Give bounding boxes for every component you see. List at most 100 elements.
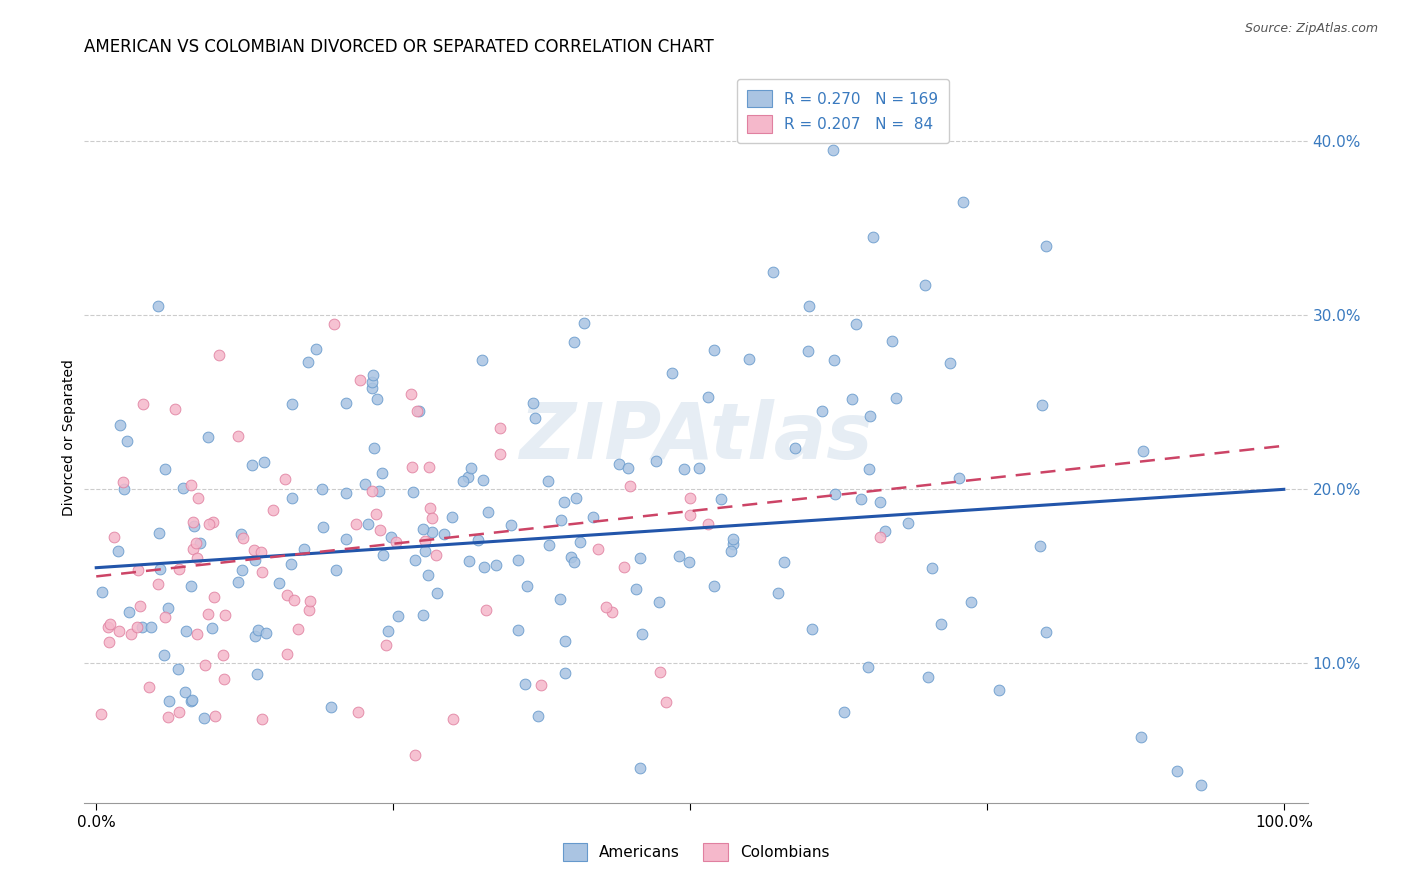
Point bbox=[311, 482, 333, 496]
Point bbox=[322, 317, 344, 331]
Point bbox=[231, 527, 253, 541]
Point bbox=[880, 334, 903, 349]
Point bbox=[522, 396, 544, 410]
Point bbox=[370, 523, 392, 537]
Point bbox=[273, 472, 295, 486]
Point bbox=[797, 300, 820, 314]
Point bbox=[607, 457, 630, 471]
Point bbox=[298, 603, 321, 617]
Point bbox=[111, 475, 134, 490]
Point bbox=[267, 576, 290, 591]
Point bbox=[626, 582, 648, 596]
Text: ZIPAtlas: ZIPAtlas bbox=[519, 399, 873, 475]
Point bbox=[862, 230, 884, 244]
Point bbox=[433, 527, 456, 541]
Point bbox=[363, 441, 385, 455]
Point bbox=[311, 520, 333, 534]
Point bbox=[404, 747, 426, 762]
Point bbox=[297, 355, 319, 369]
Point bbox=[568, 535, 591, 549]
Point bbox=[471, 473, 494, 487]
Point bbox=[194, 657, 217, 672]
Point bbox=[703, 579, 725, 593]
Point bbox=[186, 550, 208, 565]
Point bbox=[554, 666, 576, 681]
Point bbox=[550, 513, 572, 527]
Point bbox=[325, 563, 347, 577]
Point bbox=[377, 624, 399, 638]
Point bbox=[139, 620, 162, 634]
Point bbox=[97, 635, 120, 649]
Point bbox=[385, 534, 408, 549]
Point bbox=[380, 530, 402, 544]
Point bbox=[959, 595, 981, 609]
Point bbox=[869, 529, 891, 543]
Point bbox=[252, 712, 274, 726]
Point bbox=[246, 623, 269, 637]
Point bbox=[201, 621, 224, 635]
Point bbox=[304, 342, 326, 356]
Point bbox=[387, 608, 409, 623]
Point bbox=[242, 543, 264, 558]
Point bbox=[939, 356, 962, 370]
Point bbox=[361, 368, 384, 383]
Point bbox=[426, 586, 449, 600]
Point bbox=[655, 695, 678, 709]
Point bbox=[851, 491, 873, 506]
Point bbox=[1189, 778, 1212, 792]
Point bbox=[738, 351, 761, 366]
Point bbox=[184, 536, 207, 550]
Point bbox=[198, 516, 221, 531]
Point bbox=[1029, 539, 1052, 553]
Point bbox=[696, 390, 718, 404]
Point bbox=[810, 403, 832, 417]
Point bbox=[360, 483, 382, 498]
Point bbox=[108, 417, 131, 432]
Point bbox=[157, 694, 180, 708]
Point bbox=[114, 482, 136, 496]
Point bbox=[287, 622, 309, 636]
Point bbox=[560, 550, 582, 565]
Point bbox=[710, 491, 733, 506]
Point bbox=[1035, 625, 1057, 640]
Point bbox=[800, 622, 823, 636]
Point bbox=[292, 541, 315, 556]
Point bbox=[187, 491, 209, 506]
Point bbox=[98, 616, 121, 631]
Point bbox=[129, 599, 152, 614]
Point bbox=[281, 491, 304, 505]
Point bbox=[527, 708, 550, 723]
Point bbox=[440, 510, 463, 524]
Point bbox=[117, 434, 139, 449]
Point bbox=[335, 396, 357, 410]
Point bbox=[477, 505, 499, 519]
Point bbox=[524, 411, 547, 425]
Point bbox=[166, 662, 188, 676]
Point bbox=[929, 617, 952, 632]
Point bbox=[474, 603, 496, 617]
Point bbox=[1166, 764, 1188, 779]
Point bbox=[884, 391, 907, 405]
Point bbox=[366, 392, 388, 407]
Point bbox=[118, 606, 141, 620]
Point bbox=[197, 607, 219, 622]
Point bbox=[661, 366, 683, 380]
Point bbox=[153, 610, 176, 624]
Point bbox=[644, 453, 666, 467]
Point bbox=[131, 620, 153, 634]
Point bbox=[415, 534, 437, 549]
Point bbox=[155, 462, 177, 476]
Point bbox=[821, 143, 844, 157]
Point bbox=[897, 516, 920, 530]
Point bbox=[253, 455, 276, 469]
Point bbox=[228, 575, 250, 590]
Point bbox=[246, 666, 269, 681]
Point bbox=[537, 538, 560, 552]
Point bbox=[516, 579, 538, 593]
Point bbox=[797, 343, 820, 358]
Point bbox=[668, 549, 690, 564]
Point bbox=[204, 708, 226, 723]
Point bbox=[648, 665, 671, 679]
Point bbox=[678, 555, 700, 569]
Point bbox=[420, 525, 443, 540]
